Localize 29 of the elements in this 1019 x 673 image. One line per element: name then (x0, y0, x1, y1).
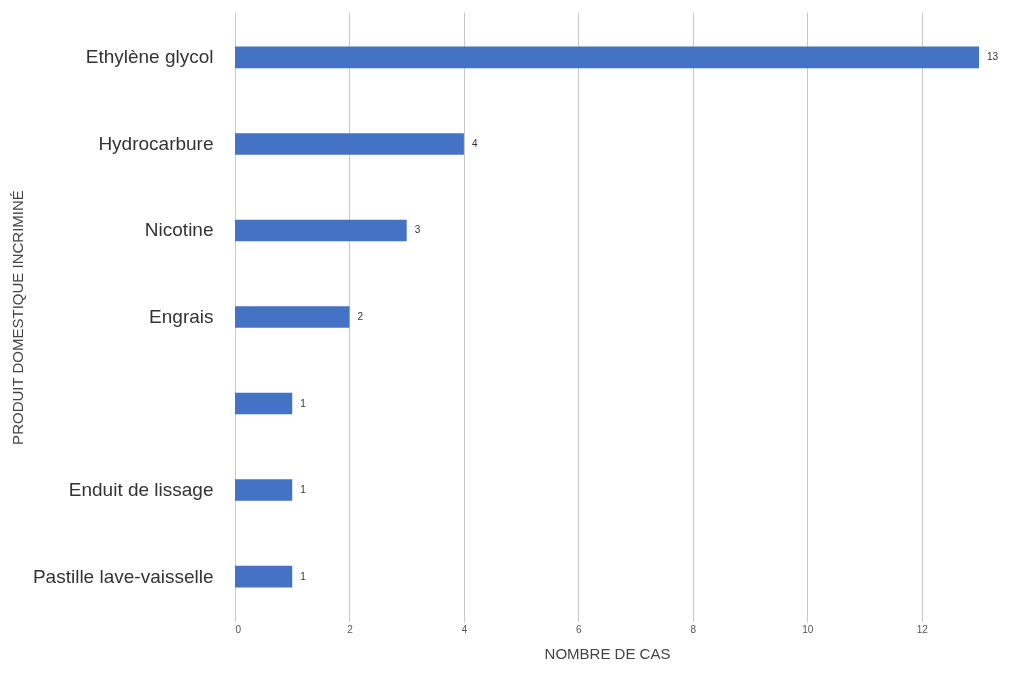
y-tick-label: Ethylène glycol (85, 46, 214, 68)
y-tick-label: Engrais (149, 306, 214, 327)
bar (235, 479, 293, 501)
data-label: 4 (471, 137, 478, 149)
x-tick-label: 4 (461, 623, 468, 635)
bar (235, 306, 350, 328)
data-label: 13 (987, 51, 999, 63)
data-label: 1 (300, 484, 307, 496)
x-tick-label: 6 (576, 623, 583, 635)
y-axis-title: PRODUIT DOMESTIQUE INCRIMINÉ (8, 190, 26, 445)
x-tick-label: 12 (916, 623, 929, 635)
bar (235, 565, 293, 588)
y-tick-label: Nicotine (144, 219, 214, 241)
data-label: 1 (300, 570, 307, 582)
data-label: 1 (300, 397, 307, 409)
x-tick-label: 0 (235, 623, 242, 635)
data-label: 2 (357, 311, 364, 322)
y-tick-label: Pastille lave-vaisselle (32, 565, 214, 587)
bar (235, 46, 979, 69)
y-tick-label: Hydrocarbure (98, 132, 214, 154)
bar (235, 133, 464, 155)
data-label: 3 (414, 224, 421, 236)
bar (235, 219, 407, 242)
x-tick-label: 8 (690, 623, 697, 635)
x-tick-label: 2 (347, 623, 354, 635)
bar (235, 392, 293, 415)
x-axis-title: NOMBRE DE CAS (544, 644, 671, 662)
x-tick-label: 10 (802, 623, 814, 635)
y-tick-label: Enduit de lissage (68, 479, 214, 501)
